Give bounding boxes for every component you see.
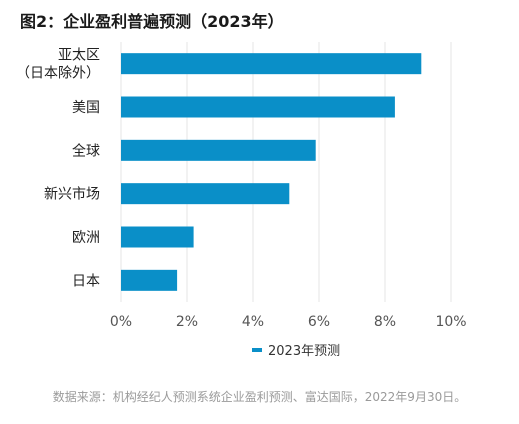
legend-swatch [252,347,262,352]
bar [121,269,178,291]
bar [121,183,290,205]
x-tick-label: 0% [110,314,132,330]
category-label: 亚太区（日本除外） [16,48,100,82]
x-tick-label: 6% [308,314,330,330]
x-tick-label: 2% [176,314,198,330]
category-label: 新兴市场 [44,186,100,203]
category-label: 欧洲 [72,230,100,246]
chart-title: 图2：企业盈利普遍预测（2023年） [20,12,284,31]
source-note: 数据来源：机构经纪人预测系统企业盈利预测、富达国际，2022年9月30日。 [52,390,467,404]
bar [121,226,194,248]
legend-label: 2023年预测 [268,344,341,359]
legend: 2023年预测 [252,340,340,359]
bar [121,96,395,118]
tick-labels: 0% 2% 4% 6% 8% 10% [110,314,467,330]
category-label: 美国 [72,100,100,116]
bar [121,139,316,161]
gridlines [120,42,452,302]
x-tick-label: 10% [435,314,466,330]
category-label: 日本 [72,273,100,289]
bar [121,53,422,75]
category-label: 全球 [72,142,100,159]
x-tick-label: 8% [374,314,396,330]
bars [121,53,422,291]
x-tick-label: 4% [242,314,264,330]
